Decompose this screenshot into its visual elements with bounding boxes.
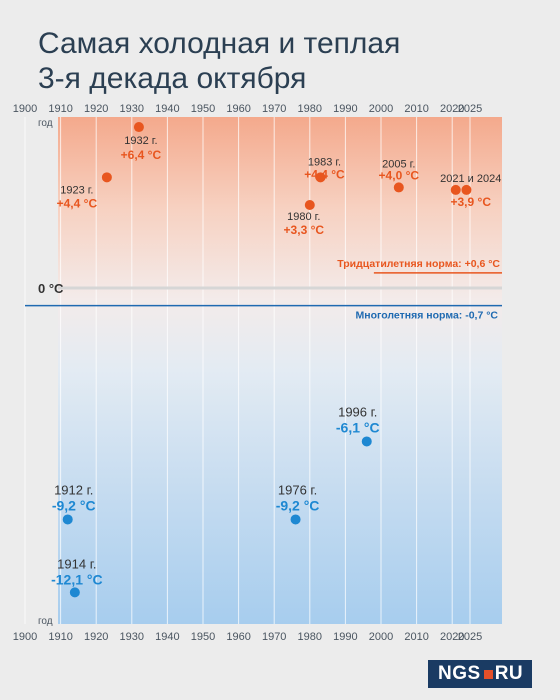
warm-point	[450, 184, 461, 195]
x-tick-label-bottom: 2025	[458, 631, 482, 643]
warm-year-label: 1932 г.	[124, 135, 157, 147]
x-tick-label-top: 1950	[191, 103, 215, 115]
x-tick-label-top: 2020	[440, 103, 464, 115]
cold-point	[69, 587, 80, 598]
x-tick-label-bottom: 1910	[48, 631, 72, 643]
warm-value-label: +4,4 °C	[57, 196, 98, 210]
logo-main: NGS	[438, 663, 481, 684]
x-tick-label-top: 1980	[298, 103, 322, 115]
x-tick-label-top: 1960	[226, 103, 250, 115]
warm-point	[315, 172, 326, 183]
x-unit-label-bottom: год	[38, 616, 53, 627]
x-tick-label-top: 1900	[13, 103, 37, 115]
chart-title-line-2: 3-я декада октября	[38, 62, 307, 95]
x-tick-label-bottom: 1900	[13, 631, 37, 643]
warm-year-label: 1983 г.	[308, 156, 341, 168]
x-tick-label-bottom: 1920	[84, 631, 108, 643]
warm-year-label: 2021 и 2024	[440, 173, 501, 185]
warm-point	[133, 122, 144, 133]
warm-year-label: 1980 г.	[287, 211, 320, 223]
x-tick-label-top: 1940	[155, 103, 179, 115]
x-tick-label-bottom: 2000	[369, 631, 393, 643]
cold-year-label: 1996 г.	[338, 404, 377, 419]
x-tick-label-top: 1910	[48, 103, 72, 115]
warm-point	[461, 184, 472, 195]
warm-value-label: +3,9 °C	[451, 195, 492, 209]
plot-background	[58, 117, 502, 624]
warm-year-label: 1923 г.	[60, 184, 93, 196]
x-tick-label-bottom: 1930	[120, 631, 144, 643]
x-unit-label-top: год	[38, 118, 53, 129]
cold-value-label: -6,1 °C	[336, 419, 380, 435]
norm-long-label: Многолетняя норма: -0,7 °C	[356, 310, 499, 322]
logo-suffix: RU	[494, 663, 524, 684]
warm-point	[304, 200, 315, 211]
x-tick-label-top: 1970	[262, 103, 286, 115]
x-tick-label-bottom: 2020	[440, 631, 464, 643]
x-tick-label-bottom: 1950	[191, 631, 215, 643]
x-tick-label-top: 2000	[369, 103, 393, 115]
x-tick-label-top: 1990	[333, 103, 357, 115]
cold-point	[62, 514, 73, 525]
x-tick-label-top: 1920	[84, 103, 108, 115]
cold-point	[290, 514, 301, 525]
chart-title: Самая холодная и теплая 3-я декада октяб…	[38, 26, 400, 96]
warm-point	[393, 182, 404, 193]
x-tick-label-top: 2010	[404, 103, 428, 115]
norm-30-label: Тридцатилетняя норма: +0,6 °C	[337, 258, 500, 270]
warm-value-label: +4,4 °C	[304, 167, 345, 181]
x-tick-label-top: 1930	[120, 103, 144, 115]
cold-year-label: 1912 г.	[54, 482, 93, 497]
ngs-logo: NGS RU	[428, 660, 532, 688]
warm-value-label: +4,0 °C	[379, 168, 420, 182]
zero-label: 0 °C	[38, 281, 64, 296]
x-tick-label-bottom: 1970	[262, 631, 286, 643]
warm-value-label: +6,4 °C	[121, 148, 162, 162]
x-tick-label-bottom: 1980	[298, 631, 322, 643]
cold-value-label: -12,1 °C	[51, 571, 103, 587]
x-tick-label-bottom: 2010	[404, 631, 428, 643]
chart-title-line-1: Самая холодная и теплая	[38, 27, 401, 60]
x-tick-label-top: 2025	[458, 103, 482, 115]
x-tick-label-bottom: 1990	[333, 631, 357, 643]
cold-point	[361, 436, 372, 447]
x-tick-label-bottom: 1940	[155, 631, 179, 643]
cold-year-label: 1914 г.	[57, 556, 96, 571]
cold-value-label: -9,2 °C	[276, 497, 320, 513]
x-tick-label-bottom: 1960	[226, 631, 250, 643]
warm-year-label: 2005 г.	[382, 158, 415, 170]
warm-value-label: +3,3 °C	[284, 223, 325, 237]
warm-point	[101, 172, 112, 183]
logo-dot-icon	[483, 670, 493, 679]
cold-value-label: -9,2 °C	[52, 497, 96, 513]
cold-year-label: 1976 г.	[278, 482, 317, 497]
